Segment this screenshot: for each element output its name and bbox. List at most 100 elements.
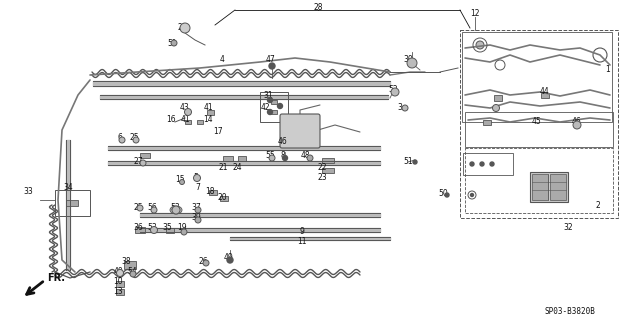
Bar: [140, 152, 150, 158]
Text: 21: 21: [218, 162, 228, 172]
Circle shape: [480, 162, 484, 166]
Circle shape: [269, 63, 275, 69]
Circle shape: [493, 105, 499, 112]
Text: 32: 32: [563, 224, 573, 233]
Text: 22: 22: [317, 164, 327, 173]
Text: 41: 41: [203, 103, 213, 113]
Text: 54: 54: [127, 268, 137, 277]
Bar: [271, 110, 277, 114]
Circle shape: [184, 108, 191, 115]
Circle shape: [130, 271, 136, 277]
Polygon shape: [100, 95, 388, 99]
Text: 53: 53: [170, 203, 180, 211]
Circle shape: [140, 160, 146, 166]
Circle shape: [181, 229, 187, 235]
Text: 25: 25: [133, 203, 143, 211]
Text: 38: 38: [121, 257, 131, 266]
Bar: [223, 155, 233, 160]
Circle shape: [269, 155, 275, 161]
Circle shape: [195, 207, 201, 213]
Bar: [483, 120, 491, 124]
Circle shape: [268, 109, 273, 115]
Text: 49: 49: [223, 254, 233, 263]
Text: 47: 47: [265, 56, 275, 64]
Text: 33: 33: [23, 188, 33, 197]
Bar: [238, 155, 246, 160]
Text: 27: 27: [133, 158, 143, 167]
Circle shape: [490, 162, 494, 166]
Circle shape: [193, 174, 200, 182]
Polygon shape: [66, 140, 70, 270]
Polygon shape: [140, 213, 380, 217]
Text: 35: 35: [162, 224, 172, 233]
Text: 1: 1: [605, 65, 611, 75]
Circle shape: [391, 88, 399, 96]
Bar: [116, 289, 124, 295]
Text: 50: 50: [438, 189, 448, 197]
Text: 45: 45: [532, 117, 542, 127]
Text: 37: 37: [191, 203, 201, 211]
Text: 2: 2: [596, 201, 600, 210]
Circle shape: [468, 191, 476, 199]
Text: 28: 28: [313, 4, 323, 12]
Circle shape: [137, 205, 143, 211]
Circle shape: [151, 207, 157, 213]
Circle shape: [278, 103, 282, 108]
Text: 42: 42: [260, 103, 270, 113]
Text: 40: 40: [113, 268, 123, 277]
Bar: [465, 148, 613, 213]
Text: 46: 46: [278, 137, 288, 146]
Circle shape: [227, 257, 233, 263]
Text: 5: 5: [193, 173, 198, 182]
Text: 25: 25: [129, 133, 139, 143]
Circle shape: [133, 137, 139, 143]
Text: 36: 36: [133, 224, 143, 233]
Circle shape: [171, 40, 177, 46]
Bar: [260, 92, 288, 122]
Bar: [463, 153, 513, 175]
Text: 9: 9: [300, 227, 305, 236]
Text: 7: 7: [196, 183, 200, 192]
Bar: [209, 189, 217, 195]
Text: 30: 30: [403, 56, 413, 64]
Text: 51: 51: [167, 39, 177, 48]
Circle shape: [268, 98, 273, 102]
Text: 19: 19: [177, 224, 187, 233]
Text: 10: 10: [113, 278, 123, 286]
Polygon shape: [93, 80, 390, 85]
Text: 8: 8: [280, 151, 285, 160]
Circle shape: [172, 206, 180, 214]
Text: 11: 11: [297, 238, 307, 247]
Circle shape: [307, 155, 313, 161]
Text: SP03-B3820B: SP03-B3820B: [545, 308, 595, 316]
Text: 52: 52: [388, 85, 398, 94]
Text: 3: 3: [397, 103, 403, 113]
Text: 56: 56: [147, 203, 157, 211]
Text: 44: 44: [540, 87, 550, 97]
Circle shape: [413, 160, 417, 164]
Text: 41: 41: [180, 115, 190, 124]
Polygon shape: [108, 146, 380, 150]
Text: 51: 51: [403, 158, 413, 167]
Circle shape: [179, 180, 184, 184]
Bar: [116, 281, 124, 287]
Text: 26: 26: [198, 257, 208, 266]
Bar: [220, 196, 228, 201]
Bar: [460, 30, 618, 218]
Circle shape: [573, 121, 581, 129]
Text: 29: 29: [177, 24, 187, 33]
Bar: [66, 200, 78, 206]
Text: 24: 24: [232, 162, 242, 172]
Circle shape: [476, 41, 484, 49]
Text: 34: 34: [63, 183, 73, 192]
Ellipse shape: [170, 206, 182, 214]
Bar: [271, 100, 277, 104]
Text: 15: 15: [175, 175, 185, 184]
Bar: [541, 93, 549, 98]
Text: 14: 14: [203, 115, 213, 124]
Circle shape: [407, 58, 417, 68]
Circle shape: [470, 162, 474, 166]
Bar: [166, 227, 174, 233]
Text: 16: 16: [166, 115, 176, 124]
Bar: [550, 174, 566, 200]
